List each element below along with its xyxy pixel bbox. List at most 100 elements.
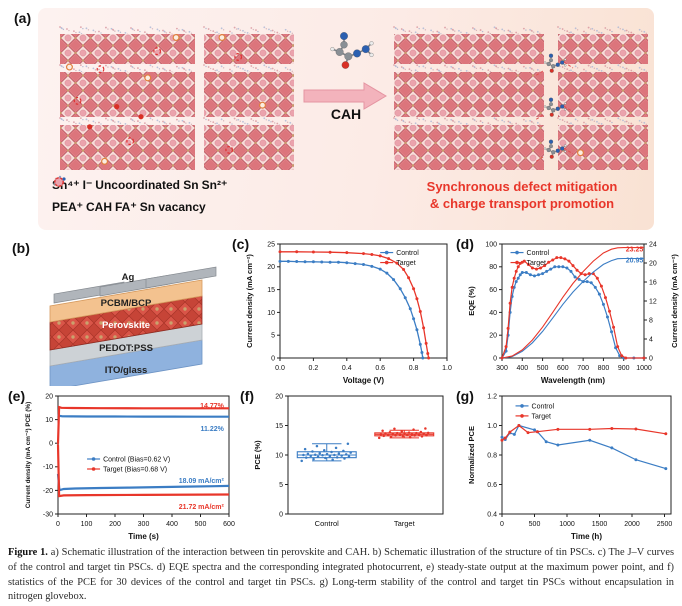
svg-text:20.95: 20.95 [626,257,644,264]
svg-text:Current density (mA cm⁻²): Current density (mA cm⁻²) [670,254,679,348]
svg-text:EQE (%): EQE (%) [467,286,476,316]
svg-text:-20: -20 [43,488,53,495]
legend-row-2: PEA⁺ CAH FA⁺ Sn vacancy [52,175,382,218]
legend-label: CAH [86,200,113,214]
svg-text:16: 16 [649,279,657,286]
svg-text:200: 200 [109,521,121,528]
svg-text:500: 500 [537,365,549,372]
layer-label-pcbm-bcp: PCBM/BCP [101,298,152,309]
sn-vacancy-icon [54,177,64,187]
legend-label: Uncoordinated Sn [95,178,199,192]
svg-text:0.6: 0.6 [487,482,497,489]
svg-text:400: 400 [516,365,528,372]
steady-state-chart: 0 100 200 300 400 500 600 -30 -20 -10 0 10 20 Time (s… [22,388,238,542]
svg-text:1000: 1000 [559,521,575,528]
svg-text:1000: 1000 [636,365,652,372]
layer-label-ito-glass: ITO/glass [105,365,148,376]
panel-label-b: (b) [12,240,30,256]
svg-text:Current density (mA cm⁻²) PCE: Current density (mA cm⁻²) PCE (%) [25,402,32,508]
legend-label: Sn vacancy [139,200,206,214]
layer-label-perovskite: Perovskite [102,320,150,331]
svg-text:20: 20 [649,260,657,267]
svg-text:PCE (%): PCE (%) [253,440,262,470]
svg-text:Control: Control [532,403,555,410]
svg-text:0.0: 0.0 [275,365,285,372]
panel-label-c: (c) [232,236,250,252]
svg-text:5: 5 [271,333,275,340]
cah-arrow-label: CAH [330,106,362,122]
svg-text:24: 24 [649,241,657,248]
svg-text:5: 5 [279,482,283,489]
legend-row-1: Sn⁴⁺ I⁻ Uncoordinated Sn Sn²⁺ [52,174,382,196]
svg-text:23.25: 23.25 [626,246,644,253]
svg-text:60: 60 [489,287,497,294]
headline-line-2: & charge transport promotion [429,196,615,211]
caption-label: Figure 1. [8,547,48,558]
svg-text:20: 20 [267,264,275,271]
svg-text:900: 900 [618,365,630,372]
svg-text:600: 600 [557,365,569,372]
layer-label-ag: Ag [122,272,135,283]
panel-label-a: (a) [14,10,32,26]
svg-text:10: 10 [275,452,283,459]
svg-text:10: 10 [267,310,275,317]
svg-text:Control: Control [396,250,419,257]
panel-a-schematic: (a) CAH Synchronous defect mitigation & … [0,4,682,234]
svg-text:80: 80 [489,264,497,271]
caption-text: a) Schematic illustration of the interac… [8,547,674,603]
svg-text:Target: Target [396,260,416,267]
legend-item-fa: FA⁺ [54,177,137,214]
svg-text:Current density (mA cm⁻²): Current density (mA cm⁻²) [245,254,254,348]
svg-text:100: 100 [81,521,93,528]
panel-a-headline: Synchronous defect mitigation & charge t… [394,178,650,212]
svg-text:-10: -10 [43,464,53,471]
svg-text:Time (h): Time (h) [571,532,602,541]
svg-text:20: 20 [45,393,53,400]
legend-item-pea: PEA⁺ [52,175,84,214]
svg-text:100: 100 [485,241,497,248]
svg-text:Voltage (V): Voltage (V) [343,376,385,385]
legend-item-uncoordinated-sn: Uncoordinated Sn [54,177,199,192]
svg-text:2000: 2000 [624,521,640,528]
svg-text:Control: Control [315,519,340,528]
svg-text:-30: -30 [43,511,53,518]
svg-text:Control: Control [527,250,550,257]
svg-text:4: 4 [649,336,653,343]
svg-text:0: 0 [49,441,53,448]
figure-caption: Figure 1. a) Schematic illustration of t… [8,546,674,605]
svg-text:Target (Bias=0.68 V): Target (Bias=0.68 V) [103,467,167,474]
legend-item-sn2: Sn²⁺ [54,177,228,192]
layer-label-pedot-pss: PEDOT:PSS [99,343,153,354]
ag-electrode-fingers [53,266,217,304]
svg-text:0.8: 0.8 [409,365,419,372]
perovskite-lattice-schematic [59,26,648,170]
svg-text:600: 600 [223,521,235,528]
svg-text:0: 0 [279,511,283,518]
svg-text:2500: 2500 [657,521,673,528]
panel-a-legend: Sn⁴⁺ I⁻ Uncoordinated Sn Sn²⁺ [52,174,382,218]
legend-label: Sn²⁺ [201,178,228,192]
svg-text:Target: Target [394,519,416,528]
panel-label-f: (f) [240,388,254,404]
legend-label: PEA⁺ [52,200,84,214]
svg-text:Normalized PCE: Normalized PCE [467,426,476,484]
svg-text:Target: Target [527,260,547,267]
legend-item-sn-vacancy: Sn vacancy [54,177,206,214]
svg-text:500: 500 [529,521,541,528]
device-stack-diagram: Ag PCBM/BCP Perovskite PEDOT:PSS ITO/gla… [49,266,217,386]
stability-chart: 0 500 1000 1500 2000 2500 0.4 0.6 0.8 1.0 1.2 Time … [466,388,680,542]
svg-text:11.22%: 11.22% [201,426,225,433]
panel-label-d: (d) [456,236,474,252]
eqe-chart: 300 400 500 600 700 800 900 1000 0 20 40 60 80 100 0 4 8… [466,236,680,386]
svg-text:400: 400 [166,521,178,528]
legend-item-iodide: I⁻ [56,178,92,192]
svg-text:500: 500 [195,521,207,528]
svg-text:Time (s): Time (s) [128,532,159,541]
svg-text:8: 8 [649,317,653,324]
pce-statistics-chart: 0 5 10 15 20 PCE (%) Control Target [252,388,452,542]
svg-text:0.6: 0.6 [375,365,385,372]
svg-text:10: 10 [45,417,53,424]
headline-line-1: Synchronous defect mitigation [426,179,618,194]
svg-text:700: 700 [577,365,589,372]
panel-label-e: (e) [8,388,26,404]
